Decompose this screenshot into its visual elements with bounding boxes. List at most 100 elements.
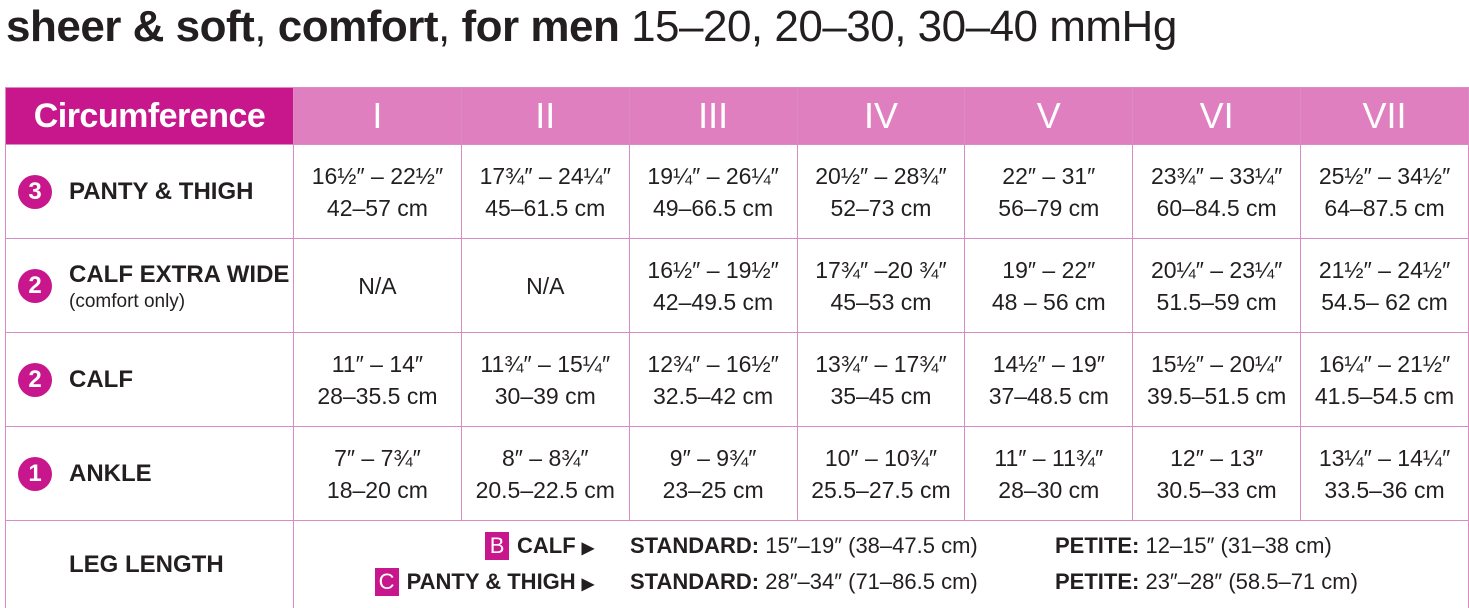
number-badge-icon: 2	[18, 363, 52, 397]
cm-value: 30.5–33 cm	[1133, 474, 1300, 506]
inches-value: 11″ – 11¾″	[965, 442, 1132, 474]
inches-value: N/A	[294, 270, 461, 302]
row-label: 2 CALF	[6, 333, 294, 427]
standard-label: STANDARD:	[630, 569, 759, 594]
size-cell: 16½″ – 19½″42–49.5 cm	[629, 239, 797, 333]
size-header: V	[965, 88, 1133, 145]
inches-value: 11¾″ – 15¼″	[462, 348, 629, 380]
size-cell: N/A	[294, 239, 462, 333]
cm-value: 25.5–27.5 cm	[798, 474, 965, 506]
size-cell: 11″ – 14″28–35.5 cm	[294, 333, 462, 427]
inches-value: 12″ – 13″	[1133, 442, 1300, 474]
letter-badge-icon: C	[375, 568, 399, 596]
size-cell: 10″ – 10¾″25.5–27.5 cm	[797, 427, 965, 521]
size-header: IV	[797, 88, 965, 145]
inches-value: 15½″ – 20¼″	[1133, 348, 1300, 380]
inches-value: 11″ – 14″	[294, 348, 461, 380]
cm-value: 37–48.5 cm	[965, 380, 1132, 412]
standard-label: STANDARD:	[630, 533, 759, 558]
size-cell: 12¾″ – 16½″32.5–42 cm	[629, 333, 797, 427]
number-badge-icon: 2	[18, 269, 52, 303]
size-cell: 19″ – 22″48 – 56 cm	[965, 239, 1133, 333]
size-header: III	[629, 88, 797, 145]
arrow-right-icon: ▶	[582, 576, 594, 593]
part-label: CALF	[517, 533, 576, 558]
inches-value: 16¼″ – 21½″	[1301, 348, 1468, 380]
cm-value: 49–66.5 cm	[630, 192, 797, 224]
size-cell: 7″ – 7¾″18–20 cm	[294, 427, 462, 521]
cm-value: 42–49.5 cm	[630, 286, 797, 318]
inches-value: 16½″ – 19½″	[630, 254, 797, 286]
row-label-text: CALF EXTRA WIDE	[69, 261, 289, 288]
inches-value: 21½″ – 24½″	[1301, 254, 1468, 286]
cm-value: 51.5–59 cm	[1133, 286, 1300, 318]
circumference-header: Circumference	[6, 88, 294, 145]
petite-value: 12–15″ (31–38 cm)	[1139, 533, 1331, 558]
cm-value: 20.5–22.5 cm	[462, 474, 629, 506]
cm-value: 39.5–51.5 cm	[1133, 380, 1300, 412]
inches-value: 23¾″ – 33¼″	[1133, 160, 1300, 192]
cm-value: 41.5–54.5 cm	[1301, 380, 1468, 412]
row-sublabel: (comfort only)	[69, 291, 293, 313]
size-header: VI	[1133, 88, 1301, 145]
row-label: 2 CALF EXTRA WIDE (comfort only)	[6, 239, 294, 333]
inches-value: 22″ – 31″	[965, 160, 1132, 192]
inches-value: 20½″ – 28¾″	[798, 160, 965, 192]
inches-value: 13¼″ – 14¼″	[1301, 442, 1468, 474]
number-badge-icon: 3	[18, 175, 52, 209]
inches-value: 17¾″ – 24¼″	[462, 160, 629, 192]
arrow-right-icon: ▶	[582, 540, 594, 557]
size-cell: 15½″ – 20¼″39.5–51.5 cm	[1133, 333, 1301, 427]
standard-value: 28″–34″ (71–86.5 cm)	[759, 569, 978, 594]
size-cell: 11″ – 11¾″28–30 cm	[965, 427, 1133, 521]
size-cell: N/A	[461, 239, 629, 333]
size-cell: 16½″ – 22½″42–57 cm	[294, 145, 462, 239]
cm-value: 28–30 cm	[965, 474, 1132, 506]
inches-value: 8″ – 8¾″	[462, 442, 629, 474]
cm-value: 64–87.5 cm	[1301, 192, 1468, 224]
cm-value: 32.5–42 cm	[630, 380, 797, 412]
inches-value: 17¾″ –20 ¾″	[798, 254, 965, 286]
inches-value: 10″ – 10¾″	[798, 442, 965, 474]
size-cell: 23¾″ – 33¼″60–84.5 cm	[1133, 145, 1301, 239]
inches-value: 9″ – 9¾″	[630, 442, 797, 474]
row-label: LEG LENGTH	[6, 521, 294, 608]
size-cell: 25½″ – 34½″64–87.5 cm	[1301, 145, 1469, 239]
part-label: PANTY & THIGH	[407, 569, 576, 594]
cm-value: 56–79 cm	[965, 192, 1132, 224]
petite-value: 23″–28″ (58.5–71 cm)	[1139, 569, 1358, 594]
leg-length-line: C PANTY & THIGH ▶ STANDARD: 28″–34″ (71–86.…	[294, 565, 1468, 601]
size-cell: 12″ – 13″30.5–33 cm	[1133, 427, 1301, 521]
inches-value: 25½″ – 34½″	[1301, 160, 1468, 192]
inches-value: 14½″ – 19″	[965, 348, 1132, 380]
inches-value: 16½″ – 22½″	[294, 160, 461, 192]
size-header: I	[294, 88, 462, 145]
size-cell: 9″ – 9¾″23–25 cm	[629, 427, 797, 521]
inches-value: 13¾″ – 17¾″	[798, 348, 965, 380]
inches-value: 20¼″ – 23¼″	[1133, 254, 1300, 286]
inches-value: 7″ – 7¾″	[294, 442, 461, 474]
inches-value: 19¼″ – 26¼″	[630, 160, 797, 192]
standard-value: 15″–19″ (38–47.5 cm)	[759, 533, 978, 558]
size-cell: 21½″ – 24½″54.5– 62 cm	[1301, 239, 1469, 333]
page-title: sheer & soft, comfort, for men 15–20, 20…	[6, 2, 1177, 52]
petite-label: PETITE:	[1055, 569, 1139, 594]
petite-label: PETITE:	[1055, 533, 1139, 558]
size-cell: 13¾″ – 17¾″35–45 cm	[797, 333, 965, 427]
number-badge-icon: 1	[18, 457, 52, 491]
row-label-text: CALF	[69, 366, 133, 393]
size-cell: 11¾″ – 15¼″30–39 cm	[461, 333, 629, 427]
size-cell: 17¾″ –20 ¾″45–53 cm	[797, 239, 965, 333]
cm-value: 45–61.5 cm	[462, 192, 629, 224]
cm-value: 23–25 cm	[630, 474, 797, 506]
cm-value: 33.5–36 cm	[1301, 474, 1468, 506]
size-header: VII	[1301, 88, 1469, 145]
cm-value: 52–73 cm	[798, 192, 965, 224]
cm-value: 48 – 56 cm	[965, 286, 1132, 318]
